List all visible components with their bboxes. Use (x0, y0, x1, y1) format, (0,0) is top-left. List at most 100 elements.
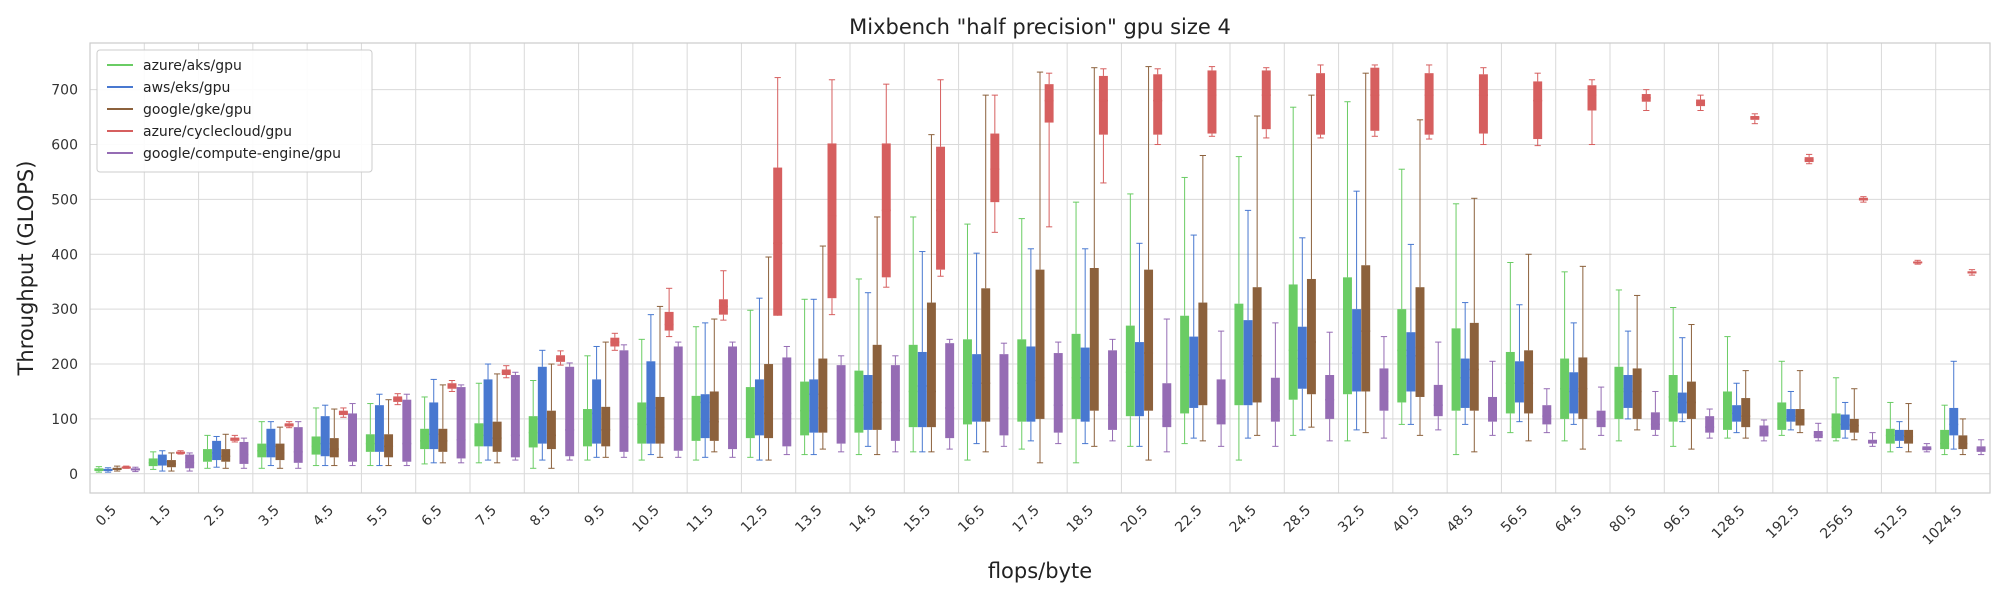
box (1053, 353, 1063, 433)
y-axis-label: Throughput (GLOPS) (14, 161, 38, 377)
box (1288, 284, 1298, 400)
box (311, 436, 321, 455)
box (1089, 268, 1099, 411)
box (1297, 326, 1307, 389)
box (510, 375, 520, 458)
y-tick-label: 300 (51, 302, 78, 318)
box (1198, 302, 1208, 406)
box (329, 438, 339, 458)
box (1144, 269, 1154, 411)
box (863, 375, 873, 430)
box (1125, 325, 1135, 417)
box (1098, 75, 1108, 135)
box (1469, 322, 1479, 411)
box (1478, 74, 1488, 134)
box (1397, 309, 1407, 403)
box (1460, 358, 1470, 408)
box (583, 409, 592, 447)
y-tick-label: 400 (51, 247, 78, 263)
box (1234, 303, 1244, 406)
box (1488, 396, 1497, 422)
box (537, 366, 547, 444)
box (1216, 379, 1226, 425)
chart-title: Mixbench "half precision" gpu size 4 (849, 15, 1231, 39)
box (1813, 430, 1823, 439)
legend-entry-label: google/gke/gpu (143, 102, 252, 118)
box (800, 381, 810, 436)
box (1668, 375, 1678, 422)
box (1035, 269, 1045, 419)
box (945, 343, 955, 439)
box (700, 394, 710, 439)
y-tick-label: 100 (51, 412, 78, 428)
box (1514, 361, 1524, 403)
box (212, 440, 222, 461)
box (990, 133, 1000, 203)
box (1587, 85, 1597, 111)
box (1153, 74, 1163, 135)
box (745, 387, 755, 439)
box (157, 454, 167, 466)
box (1415, 287, 1425, 397)
legend: azure/aks/gpu aws/eks/gpu google/gke/gpu az… (96, 49, 373, 173)
box (764, 364, 774, 439)
box (908, 344, 918, 428)
box (483, 379, 493, 447)
legend-entry-label: google/compute-engine/gpu (143, 146, 341, 162)
box (374, 405, 384, 452)
box (1424, 73, 1434, 135)
legend-entry-label: aws/eks/gpu (143, 80, 230, 96)
box (1108, 350, 1117, 430)
box (999, 354, 1009, 436)
box (1831, 413, 1841, 439)
box (420, 428, 430, 450)
box (1361, 265, 1371, 392)
box (1524, 350, 1534, 414)
legend-entry-label: azure/aks/gpu (143, 58, 242, 74)
box (1885, 428, 1895, 444)
box (709, 391, 719, 441)
box (664, 311, 674, 331)
box (1243, 320, 1253, 406)
box (266, 428, 276, 458)
box (1306, 278, 1316, 395)
box (646, 361, 656, 444)
box (818, 358, 828, 433)
box (1207, 70, 1217, 134)
box (728, 346, 737, 450)
box (1623, 375, 1633, 408)
box (1370, 67, 1380, 131)
box (320, 416, 330, 457)
box (239, 441, 249, 464)
box (456, 387, 466, 459)
box (981, 288, 991, 422)
box (1017, 339, 1027, 422)
box (1406, 332, 1416, 392)
box (1134, 342, 1144, 417)
box (1533, 81, 1543, 140)
box (754, 379, 764, 436)
box (872, 344, 882, 430)
y-tick-label: 500 (51, 192, 78, 208)
box (1958, 435, 1968, 450)
box (429, 402, 439, 450)
y-tick-label: 600 (51, 138, 78, 154)
box (1080, 347, 1090, 422)
box (221, 449, 231, 462)
box (1569, 372, 1579, 414)
box (1270, 377, 1280, 422)
box (203, 449, 212, 462)
box (1786, 409, 1796, 422)
box (1777, 402, 1787, 430)
box (637, 402, 647, 444)
box (836, 365, 846, 444)
y-tick-label: 0 (69, 467, 78, 483)
box (293, 427, 303, 463)
plot-frame (89, 42, 1991, 494)
box (528, 416, 538, 448)
box (348, 413, 357, 462)
box (601, 406, 611, 447)
box (1542, 405, 1552, 425)
box (1044, 84, 1054, 123)
